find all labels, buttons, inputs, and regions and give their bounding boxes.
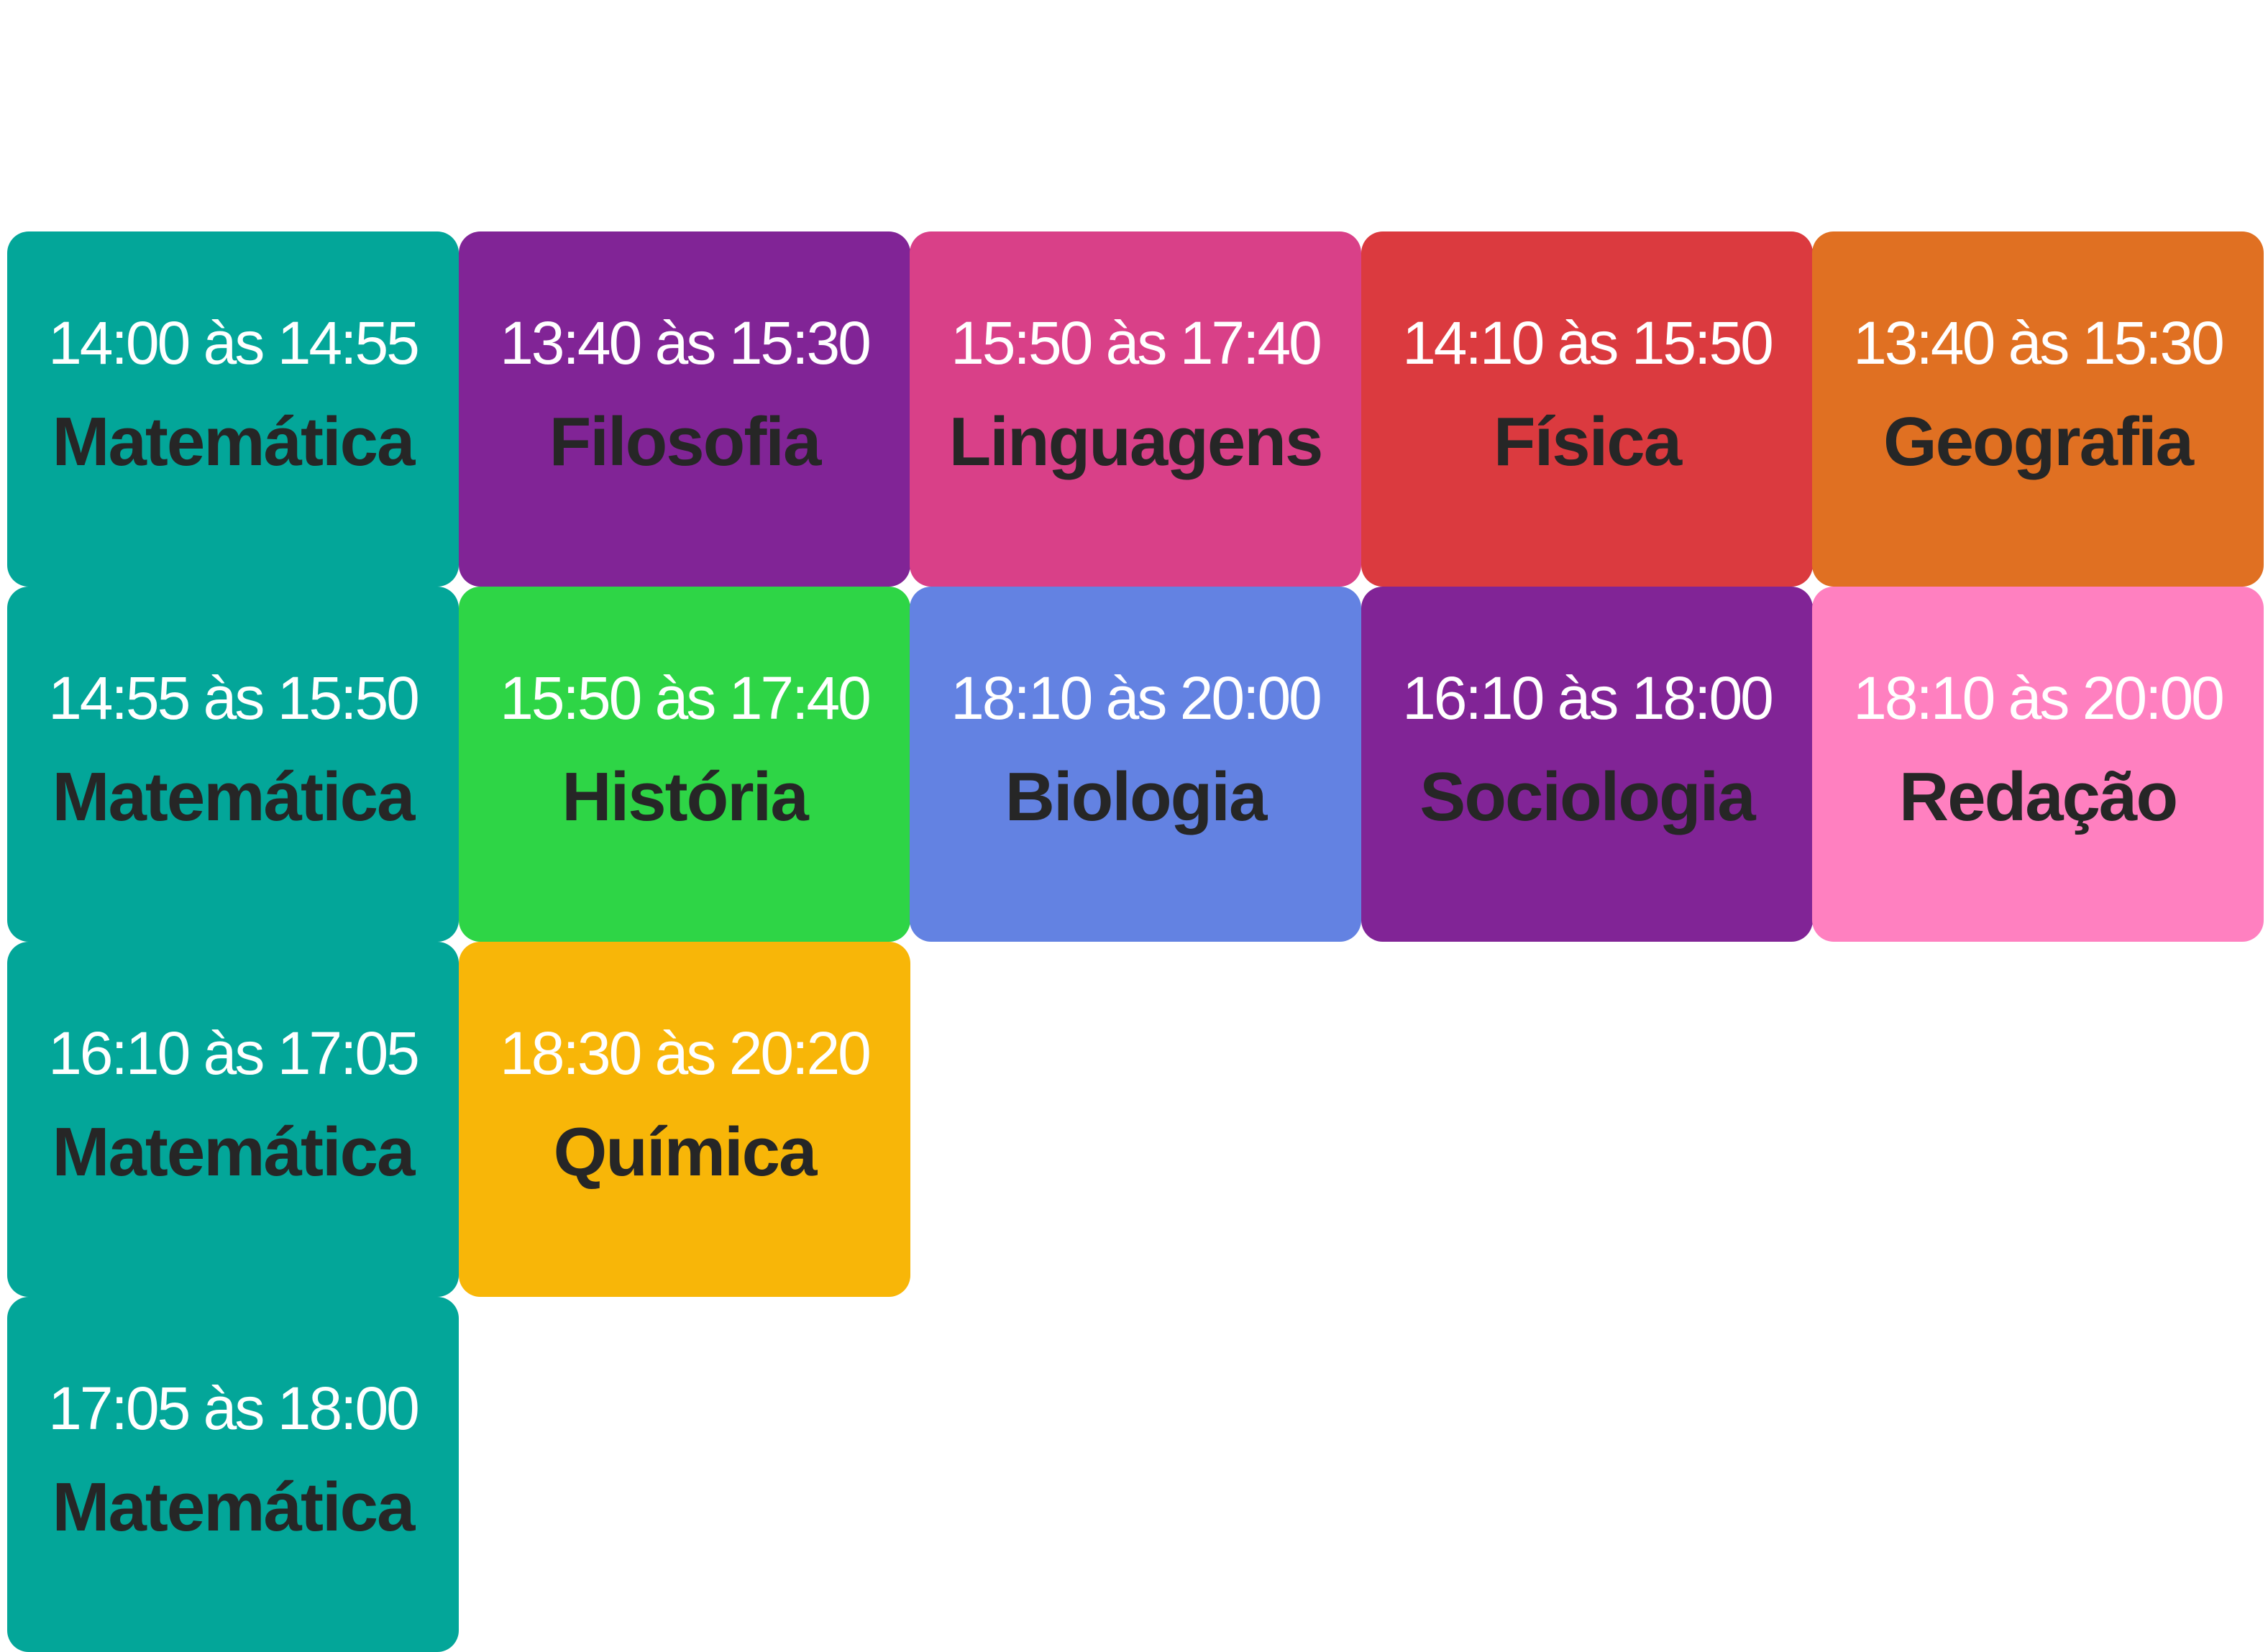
class-card[interactable]: 13:40 às 15:30 Geografia: [1812, 231, 2264, 587]
class-time: 16:10 às 18:00: [1402, 664, 1774, 732]
class-subject: História: [562, 758, 808, 835]
class-time: 14:55 às 15:50: [48, 664, 420, 732]
class-subject: Redação: [1898, 758, 2178, 835]
class-time: 17:05 às 18:00: [48, 1375, 420, 1442]
class-subject: Geografia: [1883, 403, 2194, 480]
class-card[interactable]: 14:55 às 15:50 Matemática: [7, 587, 459, 942]
class-card[interactable]: 14:10 às 15:50 Física: [1361, 231, 1813, 587]
class-subject: Física: [1493, 403, 1682, 480]
class-subject: Química: [553, 1114, 818, 1190]
class-card[interactable]: 18:10 às 20:00 Redação: [1812, 587, 2264, 942]
class-card[interactable]: 18:30 às 20:20 Química: [459, 942, 910, 1297]
class-card[interactable]: 15:50 às 17:40 Linguagens: [910, 231, 1361, 587]
class-time: 16:10 às 17:05: [48, 1019, 420, 1087]
class-card[interactable]: 13:40 às 15:30 Filosofia: [459, 231, 910, 587]
class-subject: Matemática: [52, 1114, 416, 1190]
class-time: 14:10 às 15:50: [1402, 309, 1774, 377]
class-time: 15:50 às 17:40: [500, 664, 872, 732]
class-card[interactable]: 16:10 às 17:05 Matemática: [7, 942, 459, 1297]
class-card[interactable]: 18:10 às 20:00 Biologia: [910, 587, 1361, 942]
class-subject: Matemática: [52, 1469, 416, 1546]
class-time: 18:30 às 20:20: [500, 1019, 872, 1087]
class-time: 14:00 às 14:55: [48, 309, 420, 377]
class-time: 15:50 às 17:40: [951, 309, 1322, 377]
class-subject: Linguagens: [948, 403, 1324, 480]
class-card[interactable]: 15:50 às 17:40 História: [459, 587, 910, 942]
class-time: 18:10 às 20:00: [1853, 664, 2225, 732]
class-subject: Matemática: [52, 403, 416, 480]
class-time: 13:40 às 15:30: [500, 309, 872, 377]
class-time: 18:10 às 20:00: [951, 664, 1322, 732]
class-card[interactable]: 14:00 às 14:55 Matemática: [7, 231, 459, 587]
class-card[interactable]: 16:10 às 18:00 Sociologia: [1361, 587, 1813, 942]
class-subject: Sociologia: [1419, 758, 1755, 835]
class-subject: Biologia: [1005, 758, 1268, 835]
class-subject: Filosofia: [549, 403, 822, 480]
class-time: 13:40 às 15:30: [1853, 309, 2225, 377]
class-card[interactable]: 17:05 às 18:00 Matemática: [7, 1297, 459, 1652]
class-subject: Matemática: [52, 758, 416, 835]
